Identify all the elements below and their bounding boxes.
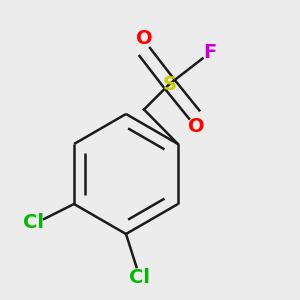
Text: O: O bbox=[188, 117, 205, 136]
Text: Cl: Cl bbox=[23, 212, 44, 232]
Text: F: F bbox=[203, 43, 217, 62]
Text: O: O bbox=[136, 29, 152, 49]
Text: Cl: Cl bbox=[129, 268, 150, 287]
Text: S: S bbox=[163, 74, 176, 94]
